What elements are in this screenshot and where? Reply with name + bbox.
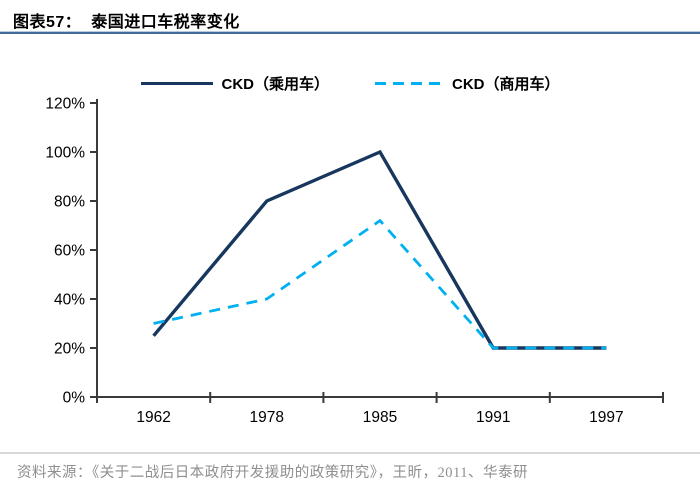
- x-axis-label: 1962: [136, 409, 170, 426]
- chart-legend: CKD（乘用车） CKD（商用车）: [0, 73, 700, 94]
- legend-solid-line-swatch: [140, 82, 213, 85]
- x-axis-label: 1991: [476, 409, 510, 426]
- tax-rate-line-chart: 0% 20% 40% 60% 80% 100% 120% 1962 1978 1985 1991 19…: [45, 96, 664, 426]
- legend-label-commercial: CKD（商用车）: [452, 76, 560, 93]
- title-rule: [0, 31, 700, 34]
- x-axis-label: 1978: [250, 409, 284, 426]
- y-axis-label: 20%: [54, 341, 85, 358]
- source-divider: [0, 452, 700, 454]
- y-axis-label: 120%: [45, 96, 85, 113]
- y-axis-label: 0%: [63, 390, 86, 407]
- series-line-0: [152, 149, 607, 350]
- y-axis-label: 40%: [54, 292, 85, 309]
- y-axis-label: 100%: [45, 145, 85, 162]
- figure-title: 图表57： 泰国进口车税率变化: [13, 14, 240, 31]
- y-axis-label: 80%: [54, 194, 85, 211]
- legend-item-passenger: CKD（乘用车）: [140, 73, 330, 94]
- series-line-1: [153, 218, 607, 350]
- y-axis-label: 60%: [54, 243, 85, 260]
- legend-label-passenger: CKD（乘用车）: [221, 76, 330, 93]
- source-attribution: 资料来源：《关于二战后日本政府开发援助的政策研究》，王昕，2011、华泰研: [17, 465, 528, 481]
- x-axis-label: 1997: [589, 409, 623, 426]
- legend-dashed-line-swatch: [375, 82, 443, 85]
- legend-item-commercial: CKD（商用车）: [375, 73, 560, 94]
- x-axis-label: 1985: [363, 409, 397, 426]
